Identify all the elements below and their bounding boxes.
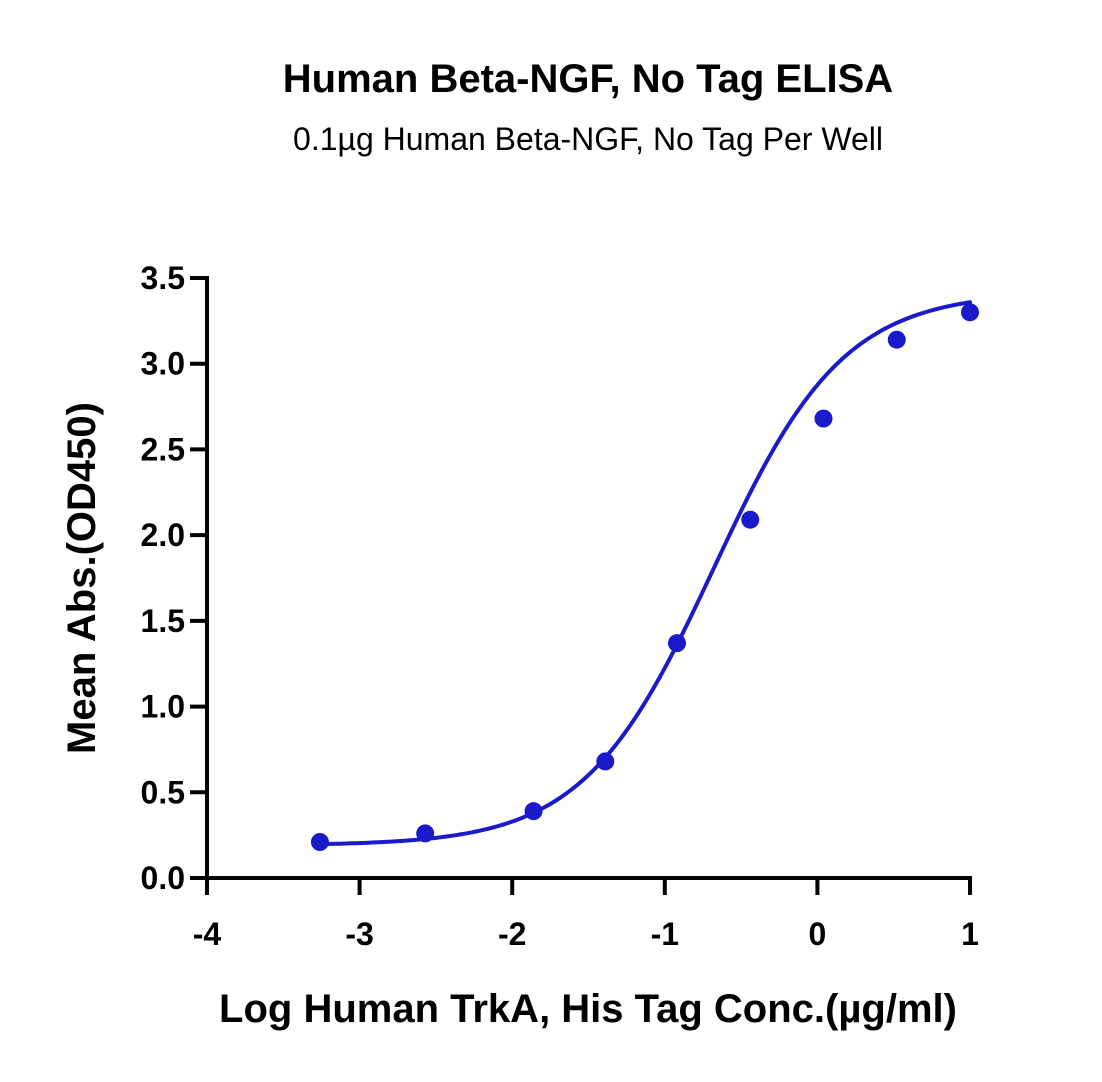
x-tick-label: -4: [193, 916, 222, 952]
data-point: [741, 510, 760, 529]
chart-title: Human Beta-NGF, No Tag ELISA: [283, 57, 893, 101]
y-tick-label: 1.5: [141, 603, 185, 639]
data-point: [596, 752, 615, 771]
y-tick-label: 1.0: [141, 689, 185, 725]
data-point: [668, 634, 687, 653]
data-point: [310, 833, 329, 851]
x-axis-label: Log Human TrkA, His Tag Conc.(µg/ml): [219, 987, 957, 1031]
y-tick-label: 2.5: [141, 431, 185, 467]
y-tick-label: 3.0: [141, 346, 185, 382]
data-point: [524, 802, 543, 821]
x-tick-label: -1: [651, 916, 679, 952]
x-tick-label: 0: [809, 916, 827, 952]
y-tick-label: 0.5: [141, 774, 185, 810]
y-tick-label: 3.5: [141, 260, 185, 296]
x-tick-label: -3: [345, 916, 373, 952]
data-point: [887, 330, 906, 349]
data-point: [416, 824, 435, 843]
x-tick-label: 1: [961, 916, 979, 952]
x-tick-label: -2: [498, 916, 526, 952]
y-tick-label: 0.0: [141, 860, 185, 896]
fit-curve: [317, 300, 972, 847]
y-tick-label: 2.0: [141, 517, 185, 553]
plot-area: 0.0 0.5 1.0 1.5 2.0 2.5 3.0 3.5 -4 -3 -2 -1 0 1: [141, 260, 979, 952]
data-point: [961, 303, 979, 322]
y-axis-label: Mean Abs.(OD450): [60, 402, 104, 754]
data-point: [814, 409, 833, 428]
chart-subtitle: 0.1µg Human Beta-NGF, No Tag Per Well: [293, 121, 883, 157]
